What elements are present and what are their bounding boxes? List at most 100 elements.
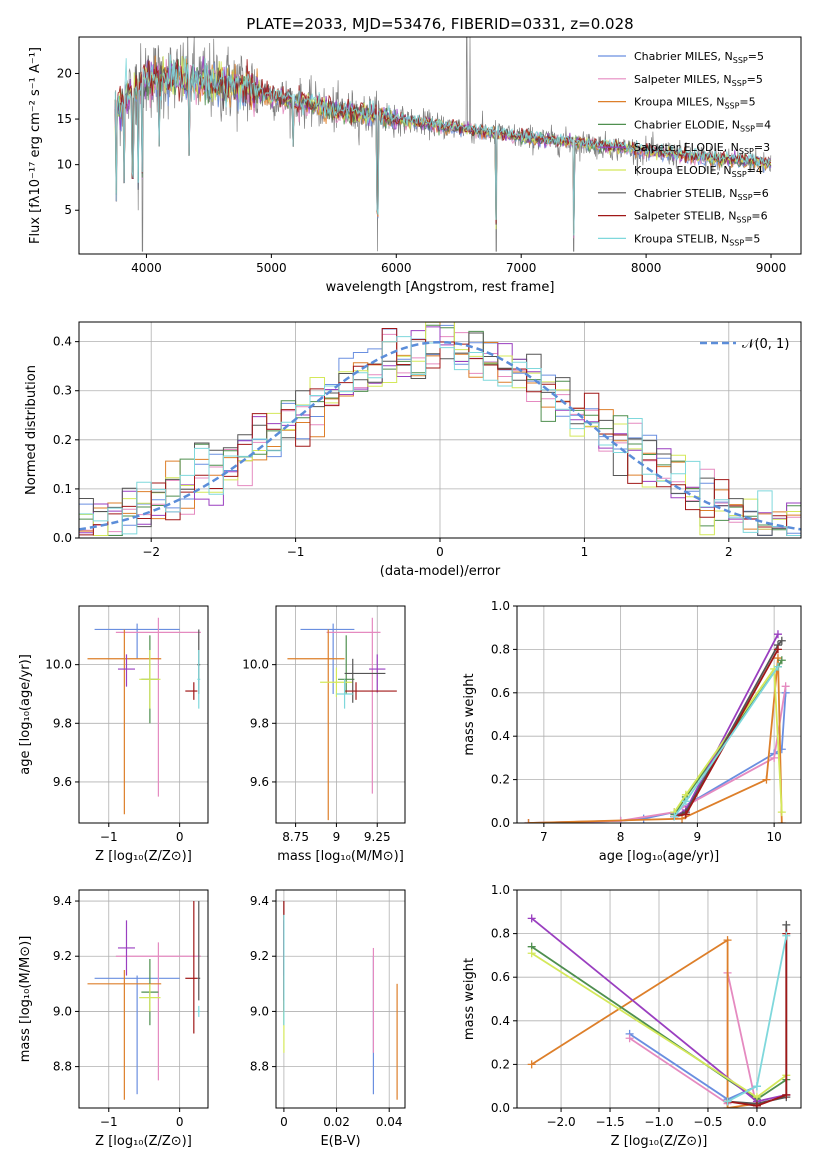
legend-subscript: SSP [739,147,754,156]
weight-marker [782,1090,791,1099]
legend-subscript: SSP [724,102,739,111]
panel-age_vs_Z: −1 0 9.6 9.8 10.0 Z [log₁₀(Z/Z⊙)] age [log₁₀(a… [18,605,209,864]
legend-entry: 𝒩(0, 1) [742,337,789,352]
grid-mass_vs_EBV [276,890,405,1108]
legend-name: Salpeter MILES, N [634,73,732,86]
y-tick-label: 9.2 [250,949,269,963]
y-tick-label: 0.8 [491,642,510,656]
y-tick-label: 9.6 [53,775,72,789]
weight-marker [777,808,786,817]
legend-subscript: SSP [733,56,748,65]
legend-entry: Chabrier STELIB, NSSP=6 [634,187,769,202]
x-axis-label: Z [log₁₀(Z/Z⊙)] [95,849,192,864]
y-tick-label: 0.0 [491,1101,510,1115]
x-tick-label: −1 [100,1115,118,1129]
x-axis-label: age [log₁₀(age/yr)] [599,849,720,864]
x-axis-label: Z [log₁₀(Z/Z⊙)] [611,1134,708,1149]
y-tick-label: 0.0 [491,816,510,830]
x-tick-label: 4000 [131,261,162,275]
axes-frame [78,889,209,1109]
x-tick-label: 1 [581,545,589,559]
y-tick-label: 0.2 [53,433,72,447]
panel-mass_vs_Z: −1 0 8.8 9.0 9.2 9.4 Z [log₁₀(Z/Z⊙)] mass [log₁… [18,889,209,1149]
legend-name: Chabrier STELIB, N [634,187,738,200]
x-tick-label: 5000 [256,261,287,275]
weight-marker [681,797,690,806]
legend-name: Salpeter STELIB, N [634,210,736,223]
model-line-kroupa-stelib [114,54,772,236]
y-tick-label: 15 [57,112,72,126]
legend-subscript: SSP [740,124,755,133]
legend-count: =4 [755,118,771,131]
weight-line-salpeter-stelib [727,933,788,1107]
y-tick-label: 9.4 [53,894,72,908]
x-tick-label: 9.25 [364,830,391,844]
normal-curve [79,340,801,531]
x-tick-label: 6000 [381,261,412,275]
weight-marker [723,1097,732,1106]
legend-count: =6 [751,210,767,223]
x-tick-label: 9000 [756,261,787,275]
weight-marker [639,814,648,823]
y-tick-label: 9.0 [250,1004,269,1018]
plot-area-mass_vs_Z [87,901,201,1100]
x-tick-label: −2 [142,545,160,559]
panel-mass_weight_vs_Z: −2.0 −1.5 −1.0 −0.5 0.0 0.0 0.2 0.4 0.6 0.8 1.0 Z [… [462,883,802,1149]
x-tick-label: 8 [617,830,625,844]
weight-marker [773,662,782,671]
plot-area-residuals [79,322,801,536]
y-tick-label: 9.4 [250,894,269,908]
y-axis-label: Normed distribution [24,365,39,495]
y-axis-label: Flux [fλ10⁻¹⁷ erg cm⁻² s⁻¹ A⁻¹] [28,47,43,244]
weight-marker [723,936,732,945]
grid-age_vs_mass [276,606,405,823]
x-tick-label: −1 [100,830,118,844]
x-tick-label: 0 [176,1115,184,1129]
weight-marker [625,1034,634,1043]
y-tick-label: 10 [57,158,72,172]
x-tick-label: −1.5 [595,1115,624,1129]
weight-marker [670,812,679,821]
legend-entry: Salpeter MILES, NSSP=5 [634,73,763,88]
y-axis-label: mass weight [462,673,477,755]
weight-marker [752,1082,761,1091]
weight-marker [782,920,791,929]
y-tick-label: 5 [64,203,72,217]
x-axis-label: E(B-V) [320,1134,360,1149]
weight-marker [777,819,786,823]
legend-count: =5 [747,73,763,86]
x-tick-label: 7 [540,830,548,844]
y-tick-label: 0.4 [53,335,72,349]
panel-mass_weight_vs_age: 7 8 9 10 0.0 0.2 0.4 0.6 0.8 1.0 age [log₁₀(age/yr… [462,599,802,864]
x-tick-label: 0.04 [376,1115,403,1129]
weight-marker [681,810,690,819]
y-tick-label: 1.0 [491,599,510,613]
y-tick-label: 9.2 [53,949,72,963]
x-tick-label: 0 [280,1115,288,1129]
weight-marker [527,1060,536,1069]
x-tick-label: 0.0 [747,1115,766,1129]
legend-entry: Salpeter ELODIE, NSSP=3 [634,141,770,156]
y-tick-label: 9.8 [250,716,269,730]
legend-count: =4 [747,164,763,177]
legend-count: =6 [753,187,769,200]
model-line-salpeter-stelib [114,59,772,231]
y-tick-label: 0.0 [53,531,72,545]
legend-count: =5 [748,50,764,63]
x-tick-label: 8000 [631,261,662,275]
axes-frame [78,321,802,539]
grid-age_vs_Z [79,606,208,823]
weight-marker [781,682,790,691]
x-tick-label: 0.02 [323,1115,350,1129]
plot-area-spectrum [114,37,772,252]
x-tick-label: −1.0 [644,1115,673,1129]
x-axis-label: (data-model)/error [380,564,501,579]
x-tick-label: −0.5 [693,1115,722,1129]
panel-residuals: −2 −1 0 1 2 0.0 0.1 0.2 0.3 0.4 (data-model)/error… [24,321,802,579]
plot-area-age_vs_Z [87,617,201,815]
weight-marker [678,814,687,823]
legend-name: Kroupa STELIB, N [634,232,729,245]
weight-marker [770,753,779,762]
